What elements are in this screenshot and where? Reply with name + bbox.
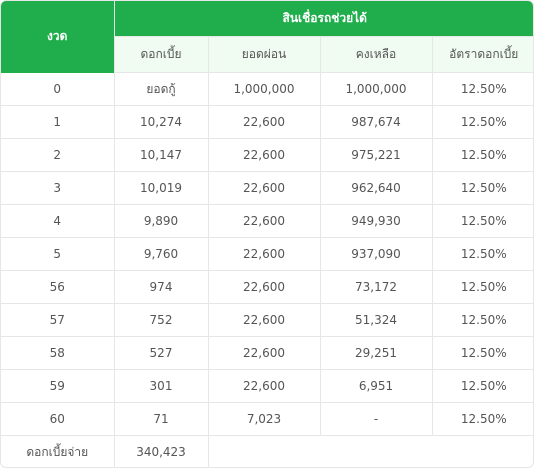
table-row: 5 9,760 22,600 937,090 12.50% [1,237,533,271]
balance-cell: 51,324 [320,303,433,337]
payment-cell: 22,600 [208,237,321,271]
interest-cell: 71 [114,402,209,436]
payment-cell: 22,600 [208,336,321,370]
rate-cell: 12.50% [432,72,533,106]
rate-column-header: อัตราดอกเบี้ย [432,36,533,73]
period-cell: 56 [1,270,115,304]
table-row: 57 752 22,600 51,324 12.50% [1,303,533,337]
balance-cell: 6,951 [320,369,433,403]
interest-cell: 974 [114,270,209,304]
interest-cell: 10,274 [114,105,209,139]
balance-cell: 29,251 [320,336,433,370]
rate-cell: 12.50% [432,105,533,139]
table-row: 60 71 7,023-12.50% [1,402,533,436]
table-row: 58 527 22,600 29,251 12.50% [1,336,533,370]
payment-cell: 22,600 [208,171,321,205]
payment-cell: 1,000,000 [208,72,321,106]
payment-cell: 22,600 [208,204,321,238]
interest-cell: 301 [114,369,209,403]
interest-cell: ยอดกู้ [114,72,209,106]
payment-cell: 7,023 [208,402,321,436]
payment-cell: 22,600 [208,270,321,304]
balance-cell: 987,674 [320,105,433,139]
rate-cell: 12.50% [432,303,533,337]
period-cell: 4 [1,204,115,238]
period-header: งวด [1,1,115,73]
balance-cell: 962,640 [320,171,433,205]
rate-cell: 12.50% [432,402,533,436]
rate-cell: 12.50% [432,270,533,304]
rate-cell: 12.50% [432,138,533,172]
schedule-rows: 0 ยอดกู้ 1,000,000 1,000,000 12.50% 1 10,274 22… [1,72,533,436]
interest-cell: 10,019 [114,171,209,205]
period-cell: 2 [1,138,115,172]
balance-cell: 975,221 [320,138,433,172]
rate-cell: 12.50% [432,171,533,205]
payment-cell: 22,600 [208,105,321,139]
balance-cell: 73,172 [320,270,433,304]
table-row: 1 10,274 22,600 987,674 12.50% [1,105,533,139]
period-cell: 1 [1,105,115,139]
total-interest-row: ดอกเบี้ยจ่าย 340,423 [1,435,533,468]
rate-cell: 12.50% [432,237,533,271]
total-interest-label: ดอกเบี้ยจ่าย [1,435,115,467]
balance-cell: 937,090 [320,237,433,271]
total-row-blank [208,436,533,468]
rate-cell: 12.50% [432,336,533,370]
table-row: 4 9,890 22,600 949,930 12.50% [1,204,533,238]
period-cell: 3 [1,171,115,205]
period-cell: 58 [1,336,115,370]
period-cell: 57 [1,303,115,337]
payment-column-header: ยอดผ่อน [208,36,321,73]
rate-cell: 12.50% [432,369,533,403]
table-row: 3 10,019 22,600 962,640 12.50% [1,171,533,205]
period-cell: 60 [1,402,115,436]
table-row: 2 10,147 22,600 975,221 12.50% [1,138,533,172]
table-row: 56 974 22,600 73,172 12.50% [1,270,533,304]
payment-cell: 22,600 [208,138,321,172]
interest-column-header: ดอกเบี้ย [114,36,209,73]
payment-cell: 22,600 [208,369,321,403]
interest-cell: 9,760 [114,237,209,271]
interest-cell: 9,890 [114,204,209,238]
total-interest-value: 340,423 [114,435,209,467]
table-row: 59 301 22,600 6,951 12.50% [1,369,533,403]
interest-cell: 10,147 [114,138,209,172]
period-cell: 59 [1,369,115,403]
balance-column-header: คงเหลือ [320,36,433,73]
rate-cell: 12.50% [432,204,533,238]
balance-cell: 949,930 [320,204,433,238]
balance-cell: - [320,402,433,436]
payment-cell: 22,600 [208,303,321,337]
balance-cell: 1,000,000 [320,72,433,106]
interest-cell: 752 [114,303,209,337]
table-row: 0 ยอดกู้ 1,000,000 1,000,000 12.50% [1,72,533,106]
period-cell: 5 [1,237,115,271]
period-cell: 0 [1,72,115,106]
loan-product-header: สินเชื่อรถช่วยได้ [114,1,533,37]
interest-cell: 527 [114,336,209,370]
